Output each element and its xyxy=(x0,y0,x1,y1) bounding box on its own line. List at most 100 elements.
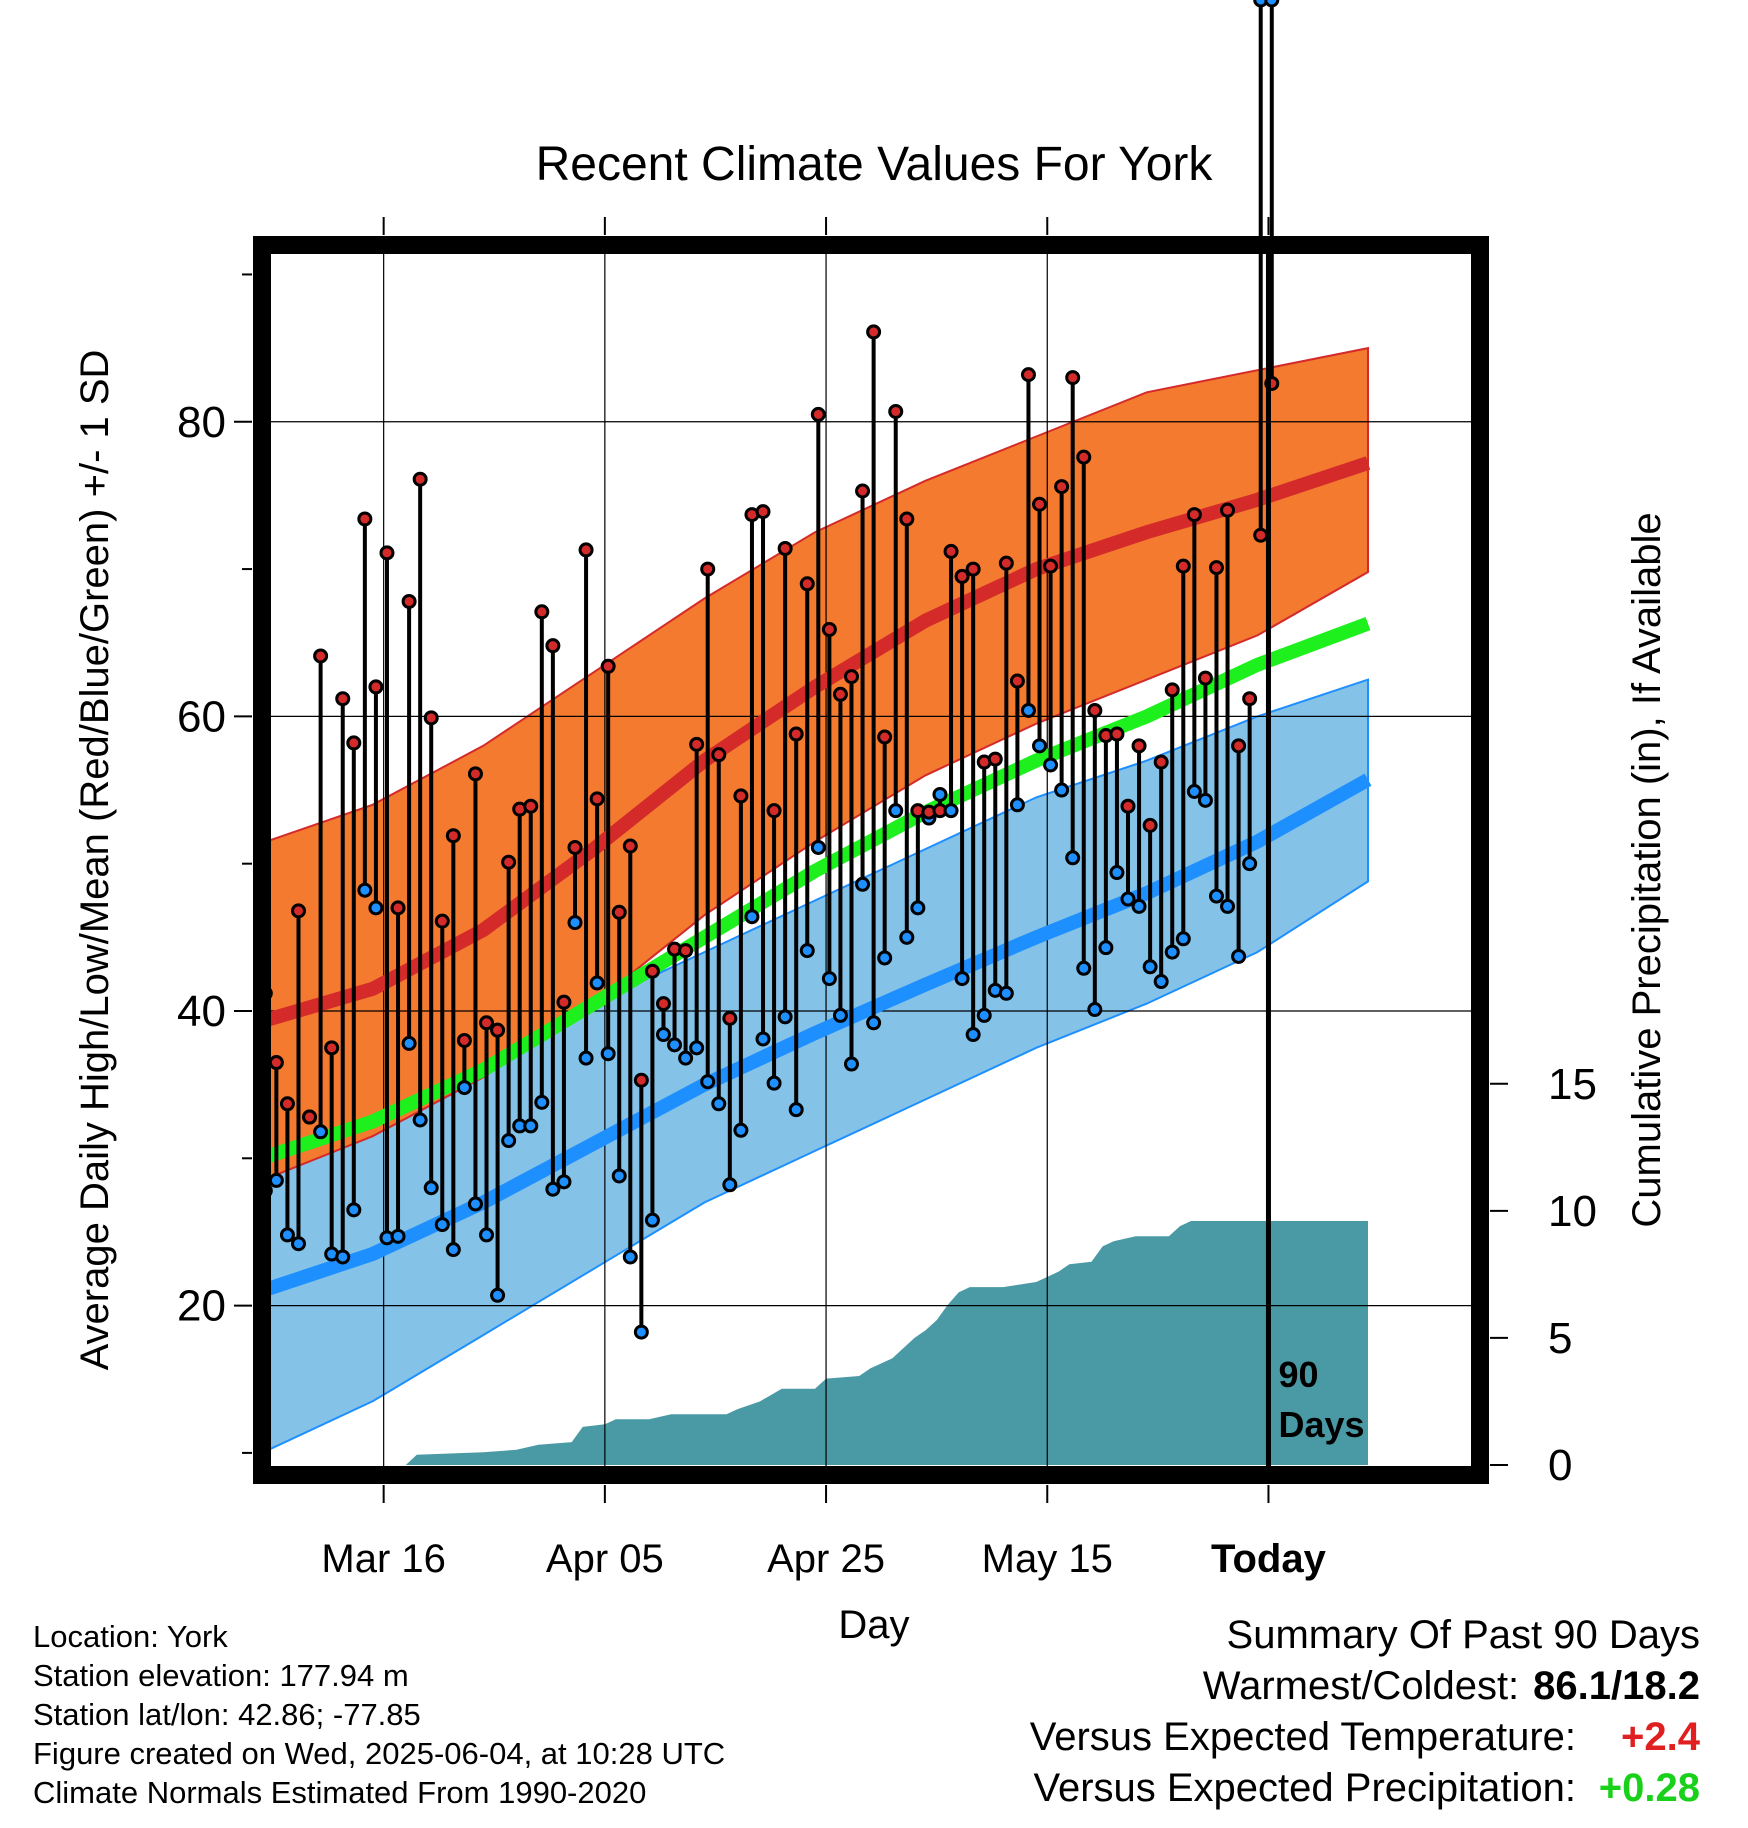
daily-high-point xyxy=(279,1096,295,1112)
daily-low-point xyxy=(788,1102,804,1118)
created-text: Figure created on Wed, 2025-06-04, at 10… xyxy=(33,1736,726,1771)
daily-high-point xyxy=(1186,507,1202,523)
daily-low-point xyxy=(644,1212,660,1228)
daily-high-point xyxy=(700,561,716,577)
daily-low-point xyxy=(899,929,915,945)
daily-low-point xyxy=(976,1007,992,1023)
daily-low-point xyxy=(1054,782,1070,798)
daily-low-point xyxy=(390,1228,406,1244)
days-annotation-line2: Days xyxy=(1278,1404,1364,1445)
daily-high-point xyxy=(943,543,959,559)
daily-low-point xyxy=(766,1075,782,1091)
daily-low-point xyxy=(1197,792,1213,808)
daily-low-point xyxy=(678,1050,694,1066)
daily-high-point xyxy=(1131,738,1147,754)
y-tick-label: 20 xyxy=(177,1282,226,1331)
plot-area: 90 Days Mar 16 Apr 05 Apr 25 May 15 Today 20 40 6… xyxy=(177,0,1597,1581)
normals-text: Climate Normals Estimated From 1990-2020 xyxy=(33,1775,647,1810)
daily-high-point xyxy=(888,403,904,419)
x-axis-label: Day xyxy=(838,1603,909,1647)
daily-low-point xyxy=(711,1096,727,1112)
daily-high-point xyxy=(335,691,351,707)
y2-tick-label: 0 xyxy=(1548,1441,1572,1490)
daily-high-point xyxy=(965,561,981,577)
precip-area xyxy=(262,1221,1368,1465)
summary-title: Summary Of Past 90 Days xyxy=(1226,1613,1700,1657)
daily-low-point xyxy=(467,1196,483,1212)
daily-low-point xyxy=(434,1217,450,1233)
temp-row: Versus Expected Temperature: +2.4 xyxy=(1030,1712,1700,1763)
daily-high-point xyxy=(644,963,660,979)
daily-high-point xyxy=(589,791,605,807)
daily-high-point xyxy=(711,747,727,763)
daily-low-point xyxy=(866,1015,882,1031)
daily-high-point xyxy=(899,511,915,527)
daily-low-point xyxy=(810,839,826,855)
daily-high-point xyxy=(843,669,859,685)
daily-high-point xyxy=(633,1072,649,1088)
daily-high-point xyxy=(998,555,1014,571)
daily-low-point xyxy=(1131,898,1147,914)
elevation-text: Station elevation: 177.94 m xyxy=(33,1658,409,1693)
daily-high-point xyxy=(578,542,594,558)
low-sd-band xyxy=(262,678,1369,1455)
y2-tick-label: 15 xyxy=(1548,1060,1597,1109)
daily-high-point xyxy=(290,903,306,919)
daily-high-point xyxy=(357,511,373,527)
daily-low-point xyxy=(335,1249,351,1265)
daily-low-point xyxy=(279,1227,295,1243)
daily-low-point xyxy=(589,975,605,991)
daily-high-point xyxy=(1120,798,1136,814)
days-annotation-line1: 90 xyxy=(1278,1354,1318,1395)
daily-low-point xyxy=(567,915,583,931)
daily-high-point xyxy=(655,996,671,1012)
daily-low-point xyxy=(1164,944,1180,960)
x-tick-label: Apr 25 xyxy=(767,1537,885,1581)
daily-low-point xyxy=(1253,0,1269,8)
daily-high-point xyxy=(501,854,517,870)
daily-high-point xyxy=(412,471,428,487)
daily-low-point xyxy=(412,1112,428,1128)
daily-high-point xyxy=(855,483,871,499)
daily-low-point xyxy=(744,909,760,925)
daily-high-point xyxy=(866,324,882,340)
daily-high-point xyxy=(954,568,970,584)
daily-high-point xyxy=(832,686,848,702)
daily-low-point xyxy=(855,876,871,892)
daily-low-point xyxy=(888,803,904,819)
daily-low-point xyxy=(357,882,373,898)
daily-high-point xyxy=(678,943,694,959)
daily-low-point xyxy=(556,1174,572,1190)
daily-low-point xyxy=(479,1227,495,1243)
daily-high-point xyxy=(490,1022,506,1038)
daily-high-point xyxy=(268,1055,284,1071)
station-info: Location: York Station elevation: 177.94… xyxy=(33,1617,725,1812)
daily-low-point xyxy=(1208,888,1224,904)
daily-high-point xyxy=(545,638,561,654)
daily-high-point xyxy=(777,540,793,556)
daily-low-point xyxy=(456,1080,472,1096)
daily-high-point xyxy=(1076,449,1092,465)
daily-high-point xyxy=(1032,496,1048,512)
daily-low-point xyxy=(1098,940,1114,956)
daily-low-point xyxy=(998,985,1014,1001)
daily-low-point xyxy=(445,1242,461,1258)
daily-low-point xyxy=(1153,974,1169,990)
daily-high-point xyxy=(799,576,815,592)
warm-cold-value: 86.1/18.2 xyxy=(1533,1664,1700,1708)
daily-high-point xyxy=(423,710,439,726)
daily-low-point xyxy=(943,803,959,819)
daily-high-point xyxy=(1087,702,1103,718)
daily-high-point xyxy=(445,828,461,844)
high-normal-line xyxy=(262,456,1371,1029)
daily-low-point xyxy=(954,971,970,987)
daily-high-point xyxy=(1142,817,1158,833)
daily-low-point xyxy=(1043,757,1059,773)
daily-low-point xyxy=(655,1027,671,1043)
daily-low-point xyxy=(1220,898,1236,914)
daily-low-point xyxy=(1231,948,1247,964)
warm-cold-label: Warmest/Coldest: xyxy=(1202,1664,1520,1708)
daily-low-point xyxy=(611,1168,627,1184)
daily-low-point xyxy=(401,1035,417,1051)
